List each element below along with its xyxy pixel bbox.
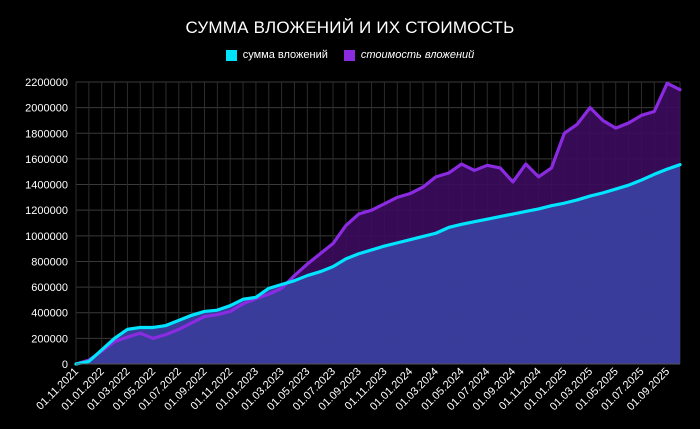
y-tick-label: 2200000: [25, 77, 68, 89]
legend: сумма вложений стоимость вложений: [0, 49, 700, 61]
legend-label-invested: сумма вложений: [242, 49, 328, 61]
chart-title: СУММА ВЛОЖЕНИЙ И ИХ СТОИМОСТЬ: [185, 18, 515, 37]
area-invested: [76, 164, 680, 364]
y-tick-label: 1600000: [25, 154, 68, 166]
y-tick-label: 0: [62, 359, 68, 371]
line-value: [74, 81, 682, 366]
legend-item-value[interactable]: стоимость вложений: [343, 49, 475, 61]
y-tick-label: 400000: [31, 308, 68, 320]
legend-swatch-value: [343, 49, 355, 61]
y-tick-label: 1400000: [25, 180, 68, 192]
y-tick-label: 200000: [31, 333, 68, 345]
y-tick-label: 2000000: [25, 103, 68, 115]
y-tick-label: 1200000: [25, 205, 68, 217]
y-tick-label: 1800000: [25, 128, 68, 140]
y-tick-label: 1000000: [25, 231, 68, 243]
y-tick-label: 800000: [31, 256, 68, 268]
line-invested: [74, 163, 682, 366]
y-tick-label: 600000: [31, 282, 68, 294]
legend-item-invested[interactable]: сумма вложений: [225, 49, 328, 61]
legend-label-value: стоимость вложений: [360, 49, 475, 61]
legend-swatch-invested: [225, 49, 237, 61]
